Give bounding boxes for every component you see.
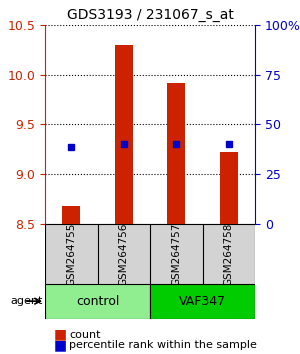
Text: count: count — [69, 330, 100, 339]
Bar — [115, 45, 133, 224]
Title: GDS3193 / 231067_s_at: GDS3193 / 231067_s_at — [67, 8, 233, 22]
Text: ■: ■ — [54, 338, 67, 352]
FancyBboxPatch shape — [45, 284, 150, 319]
Text: control: control — [76, 295, 119, 308]
Bar — [62, 206, 80, 224]
Text: VAF347: VAF347 — [179, 295, 226, 308]
Text: GSM264758: GSM264758 — [224, 222, 234, 286]
Text: GSM264755: GSM264755 — [66, 222, 76, 286]
Bar — [167, 82, 185, 224]
Bar — [220, 152, 238, 224]
Text: GSM264756: GSM264756 — [119, 222, 129, 286]
Text: percentile rank within the sample: percentile rank within the sample — [69, 340, 257, 350]
Text: ■: ■ — [54, 327, 67, 342]
FancyBboxPatch shape — [150, 284, 255, 319]
Text: GSM264757: GSM264757 — [171, 222, 181, 286]
Text: agent: agent — [10, 296, 42, 306]
